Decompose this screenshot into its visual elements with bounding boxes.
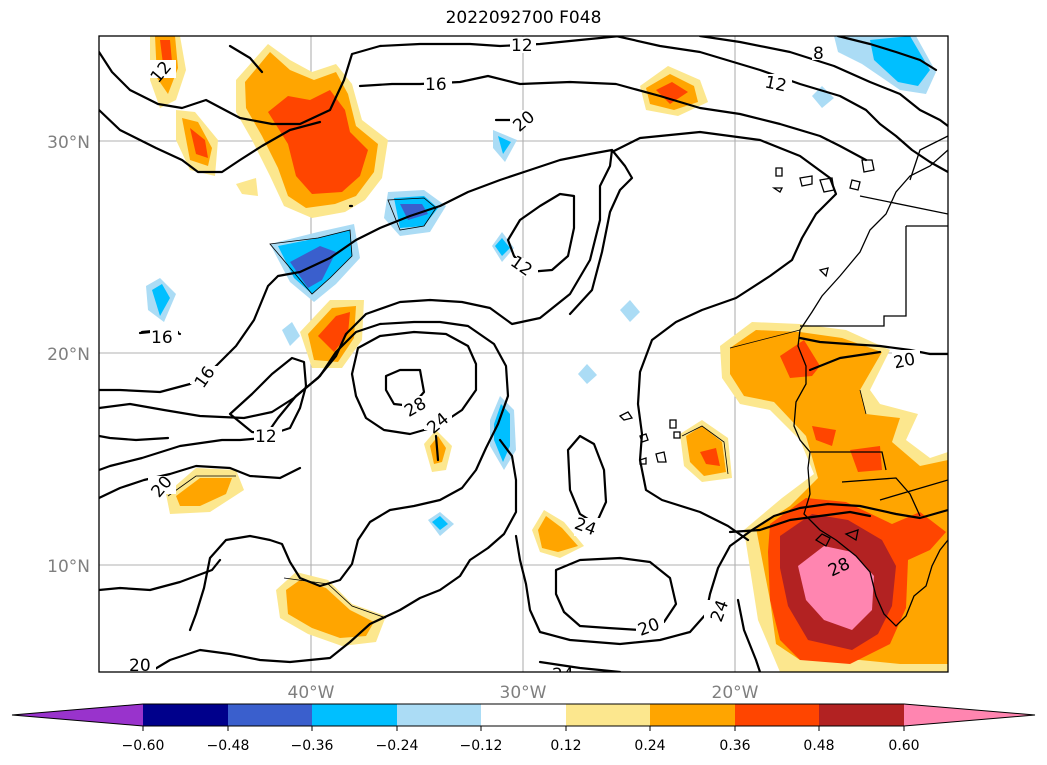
contour-label: 12 — [763, 72, 788, 96]
colorbar-tick: 0.24 — [634, 738, 665, 754]
contour-label: 16 — [151, 328, 173, 348]
colorbar: −0.60 −0.48 −0.36 −0.24 −0.12 0.12 0.24 … — [11, 703, 1036, 754]
lat-label: 30°N — [47, 133, 90, 153]
colorbar-tick: −0.48 — [207, 738, 250, 754]
lon-label: 30°W — [500, 683, 547, 703]
colorbar-extend-low — [12, 704, 143, 726]
colorbar-tick: −0.36 — [291, 738, 334, 754]
colorbar-extend-high — [904, 704, 1035, 726]
contour-label: 20 — [129, 656, 151, 676]
lon-labels: 40°W 30°W 20°W — [288, 683, 759, 703]
colorbar-tick: −0.12 — [460, 738, 503, 754]
lon-label: 20°W — [712, 683, 759, 703]
map-title: 2022092700 F048 — [445, 8, 602, 28]
coastlines — [618, 135, 948, 627]
contour-label: 12 — [511, 36, 533, 56]
colorbar-tick: −0.24 — [376, 738, 419, 754]
lat-label: 10°N — [47, 557, 90, 577]
colorbar-tick: 0.60 — [888, 738, 919, 754]
map-area: 12 8 12 16 20 12 12 16 16 20 12 28 24 — [99, 36, 948, 685]
contour-label: 24 — [552, 665, 574, 685]
colorbar-tick: 0.48 — [803, 738, 834, 754]
contour-label: 16 — [425, 75, 447, 95]
colorbar-tick: 0.36 — [719, 738, 750, 754]
lat-label: 20°N — [47, 345, 90, 365]
lon-label: 40°W — [288, 683, 335, 703]
contour-label: 12 — [255, 427, 277, 447]
colorbar-tick: −0.60 — [122, 738, 165, 754]
contour-labels: 12 8 12 16 20 12 12 16 16 20 12 28 24 — [128, 36, 920, 685]
lat-labels: 30°N 20°N 10°N — [47, 133, 90, 577]
contour-label: 8 — [813, 44, 824, 64]
contour-label: 20 — [892, 349, 917, 373]
map-frame — [98, 35, 949, 673]
colorbar-tick: 0.12 — [550, 738, 581, 754]
